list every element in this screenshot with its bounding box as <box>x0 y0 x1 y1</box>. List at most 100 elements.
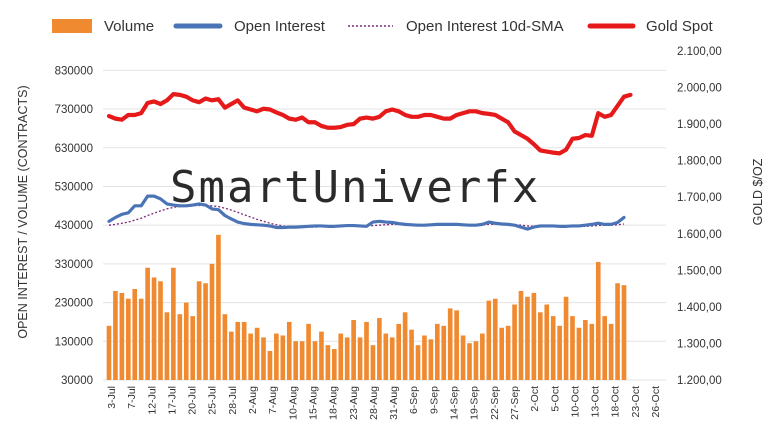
y-tick-right: 1.200,00 <box>677 375 722 387</box>
volume-bar <box>415 345 421 380</box>
volume-bar <box>222 314 228 380</box>
y-axis-left: 30000 130000 230000 330000 430000 530000 63000… <box>55 65 93 387</box>
volume-bar <box>331 349 337 380</box>
x-tick-label: 19-Sep <box>469 386 481 420</box>
x-tick-label: 22-Sep <box>489 386 501 420</box>
y-tick-left: 530000 <box>55 181 93 193</box>
volume-bar <box>383 333 389 380</box>
y-tick-right: 2.100,00 <box>677 46 722 58</box>
x-tick-label: 7-Aug <box>267 386 279 414</box>
x-tick-label: 26-Oct <box>650 386 662 418</box>
x-tick-label: 2-Oct <box>529 386 541 412</box>
x-tick-label: 23-Oct <box>630 386 642 418</box>
volume-bar <box>280 335 286 380</box>
volume-bar <box>499 327 505 380</box>
volume-bar <box>377 318 382 380</box>
y-tick-right: 1.700,00 <box>677 192 722 204</box>
volume-bar <box>525 296 530 380</box>
volume-bar <box>434 323 440 380</box>
volume-bar <box>550 316 556 380</box>
volume-bar <box>228 331 234 380</box>
volume-bar <box>570 316 575 380</box>
volume-bar <box>467 343 472 380</box>
volume-bar <box>216 234 221 380</box>
volume-bar <box>119 292 125 380</box>
volume-bar <box>583 320 588 380</box>
volume-bar <box>447 308 453 380</box>
volume-bar <box>293 341 299 380</box>
volume-bar <box>428 339 434 380</box>
x-tick-label: 10-Aug <box>287 386 299 420</box>
y-tick-left: 830000 <box>55 65 93 77</box>
y-tick-right: 1.400,00 <box>677 302 722 314</box>
volume-bar <box>557 325 562 380</box>
y-tick-right: 1.300,00 <box>677 338 722 350</box>
y-tick-left: 230000 <box>55 298 93 310</box>
volume-bar <box>518 290 524 380</box>
volume-bar <box>563 296 569 380</box>
watermark: SmartUniverfx <box>170 162 540 213</box>
volume-bar <box>595 261 601 380</box>
volume-bar <box>138 298 144 380</box>
volume-bar <box>486 300 492 380</box>
volume-bar <box>492 298 498 380</box>
volume-bar <box>409 329 414 380</box>
volume-bar <box>158 281 163 380</box>
volume-bar <box>145 267 150 380</box>
legend: Volume Open Interest Open Interest 10d-S… <box>52 18 714 35</box>
legend-label-gold-spot: Gold Spot <box>646 18 714 35</box>
x-tick-label: 12-Jul <box>146 386 158 415</box>
y-axis-right-title: GOLD $/OZ <box>751 158 765 225</box>
y-tick-right: 1.900,00 <box>677 119 722 131</box>
y-tick-right: 1.600,00 <box>677 229 722 241</box>
legend-swatch-volume <box>52 19 92 33</box>
volume-bar <box>183 302 189 380</box>
x-tick-label: 14-Sep <box>449 386 461 420</box>
x-tick-label: 20-Jul <box>187 386 199 415</box>
volume-bar <box>422 335 427 380</box>
volume-bar <box>241 321 247 380</box>
volume-bar <box>589 323 595 380</box>
volume-bar <box>621 285 627 380</box>
volume-bar <box>306 323 311 380</box>
volume-bar <box>505 325 511 380</box>
volume-bar <box>177 314 183 380</box>
volume-bar <box>351 320 356 380</box>
volume-bar <box>544 304 550 380</box>
x-tick-label: 13-Oct <box>590 386 602 418</box>
series-lines <box>106 92 633 231</box>
x-tick-label: 23-Aug <box>348 386 360 420</box>
x-tick-label: 3-Jul <box>106 386 118 409</box>
volume-bar <box>325 345 331 380</box>
volume-bar <box>370 345 376 380</box>
x-tick-label: 7-Jul <box>126 386 138 409</box>
x-tick-label: 5-Oct <box>549 386 561 412</box>
volume-bar <box>460 335 466 380</box>
x-tick-label: 2-Aug <box>247 386 259 414</box>
volume-bar <box>364 321 369 380</box>
series-line-open-interest <box>107 194 626 231</box>
volume-bar <box>113 290 118 380</box>
volume-bar <box>151 277 157 380</box>
volume-bar <box>106 325 112 380</box>
volume-bar <box>164 312 170 380</box>
x-axis: 3-Jul 7-Jul 12-Jul 17-Jul 20-Jul 25-Jul 28-Jul… <box>106 386 662 420</box>
x-tick-label: 28-Jul <box>227 386 239 415</box>
x-tick-label: 15-Aug <box>308 386 320 420</box>
y-axis-right: 1.200,00 1.300,00 1.400,00 1.500,00 1.600,00… <box>677 46 722 387</box>
x-tick-label: 31-Aug <box>388 386 400 420</box>
volume-bar <box>537 312 543 380</box>
volume-bar <box>473 341 479 380</box>
y-tick-left: 430000 <box>55 220 93 232</box>
legend-label-open-interest: Open Interest <box>234 18 326 35</box>
x-tick-label: 18-Oct <box>610 386 622 418</box>
legend-label-volume: Volume <box>104 18 154 35</box>
x-tick-label: 17-Jul <box>166 386 178 415</box>
volume-bar <box>248 333 253 380</box>
volume-bar <box>196 281 202 380</box>
volume-bar <box>203 283 208 380</box>
volume-bar <box>299 341 305 380</box>
volume-bar <box>132 289 138 380</box>
volume-bar <box>531 292 537 380</box>
